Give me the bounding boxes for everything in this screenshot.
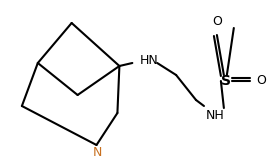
- Text: O: O: [257, 74, 267, 88]
- Text: N: N: [93, 146, 102, 159]
- Text: HN: HN: [139, 54, 158, 67]
- Text: S: S: [221, 74, 231, 88]
- Text: O: O: [212, 15, 222, 28]
- Text: NH: NH: [206, 109, 225, 122]
